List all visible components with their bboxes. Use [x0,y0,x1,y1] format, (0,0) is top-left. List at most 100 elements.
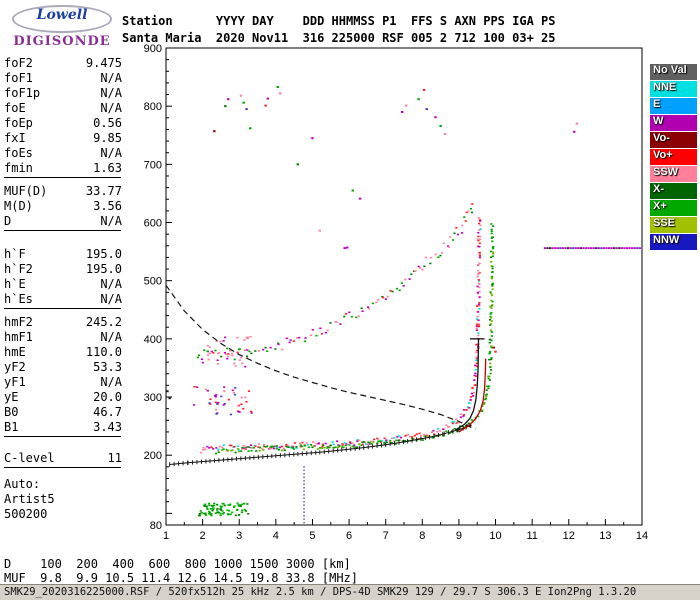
parameter-value: 195.0 [85,247,122,261]
svg-text:200: 200 [144,450,162,462]
svg-text:8: 8 [419,530,425,542]
parameter-label: h`F2 [4,262,33,276]
parameter-label: yF2 [4,360,26,374]
separator-line [4,177,121,184]
parameter-row: foEs N/A [4,146,122,161]
parameter-row: MUF(D) 33.77 [4,184,122,199]
header-field-values: Santa Maria 2020 Nov11 316 225000 RSF 00… [122,31,556,45]
legend-item-vo-: Vo- [650,132,697,148]
parameter-value: N/A [100,214,122,228]
parameter-value: N/A [100,146,122,160]
parameter-row: Auto: [4,477,122,492]
parameter-value: 195.0 [85,262,122,276]
legend-item-sse: SSE [650,217,697,233]
parameter-row: Artist5 [4,492,122,507]
parameter-value: 110.0 [85,345,122,359]
parameter-row: h`E N/A [4,277,122,292]
legend-item-no-val: No Val [650,64,697,80]
series-x-trace-fit [458,358,487,433]
parameter-label: MUF(D) [4,184,48,198]
parameter-label: yE [4,390,19,404]
parameter-label: C-level [4,451,55,465]
parameter-panel: foF2 9.475 foF1 N/A foF1p N/A foE N/A foEp 0.56 fx… [4,56,122,522]
parameter-row: foF1p N/A [4,86,122,101]
parameter-label: foEp [4,116,33,130]
svg-text:80: 80 [150,520,162,532]
parameter-label: M(D) [4,199,33,213]
lowell-logo-oval: Lowell [12,5,112,33]
muf-row: MUF 9.8 9.9 10.5 11.4 12.6 14.5 19.8 33.… [4,571,359,585]
parameter-row: foEp 0.56 [4,116,122,131]
parameter-label: D [4,214,12,228]
parameter-row: 500200 [4,507,122,522]
svg-text:900: 900 [144,43,162,55]
svg-text:800: 800 [144,101,162,113]
parameter-row: hmE 110.0 [4,345,122,360]
distance-row: D 100 200 400 600 800 1000 1500 3000 [km… [4,557,351,571]
separator-line [4,467,121,474]
parameter-value: 1.63 [93,161,122,175]
legend-item-nnw: NNW [650,234,697,250]
svg-text:2: 2 [200,530,206,542]
parameter-row: hmF2 245.2 [4,315,122,330]
svg-text:11: 11 [526,530,537,542]
parameter-label: Auto: [4,477,41,491]
separator-line [4,230,121,237]
parameter-row: fmin 1.63 [4,161,122,176]
parameter-row: yF2 53.3 [4,360,122,375]
parameter-value: N/A [100,86,122,100]
parameter-value: N/A [100,330,122,344]
series-rfi-vertical-line [303,466,305,524]
parameter-row: h`F2 195.0 [4,262,122,277]
svg-text:3: 3 [236,530,242,542]
legend-item-vo-: Vo+ [650,149,697,165]
svg-text:600: 600 [144,218,162,230]
svg-text:1: 1 [163,530,169,542]
separator-line [4,308,121,315]
parameter-label: yF1 [4,375,26,389]
parameter-label: hmF2 [4,315,33,329]
parameter-row: h`F 195.0 [4,247,122,262]
parameter-value: 46.7 [93,405,122,419]
legend-item-x-: X- [650,183,697,199]
svg-text:9: 9 [456,530,462,542]
parameter-row: M(D) 3.56 [4,199,122,214]
parameter-label: h`Es [4,292,33,306]
svg-text:4: 4 [273,530,279,542]
parameter-value: 11 [107,451,122,465]
parameter-value: N/A [100,277,122,291]
series-f-trace-x-mode [215,223,495,455]
svg-text:6: 6 [346,530,352,542]
series-o-trace-fit [454,338,485,431]
svg-text:12: 12 [563,530,575,542]
parameter-value: 53.3 [93,360,122,374]
svg-text:700: 700 [144,159,162,171]
legend-item-x-: X+ [650,200,697,216]
legend-item-nne: NNE [650,81,697,97]
direction-color-legend: No Val NNE E W Vo- Vo+ SSW X- X+ SSE NNW [650,64,697,251]
svg-text:13: 13 [599,530,611,542]
svg-text:400: 400 [144,334,162,346]
parameter-value: N/A [100,375,122,389]
parameter-row: yE 20.0 [4,390,122,405]
parameter-row: foF2 9.475 [4,56,122,71]
parameter-label: foE [4,101,26,115]
series-muf-calculated-curve [165,284,476,430]
parameter-value: 9.85 [93,131,122,145]
parameter-label: foEs [4,146,33,160]
legend-item-e: E [650,98,697,114]
svg-text:300: 300 [144,392,162,404]
parameter-label: 500200 [4,507,48,521]
ionogram-plot: 1 2 3 4 5 6 7 8 9 10 11 12 13 14900800700600500400300… [144,43,648,542]
digisonde-logo: Lowell DIGISONDE [6,5,118,49]
parameter-value: N/A [100,71,122,85]
parameter-label: hmF1 [4,330,33,344]
series-quiet-band-row [543,247,641,250]
parameter-value: 9.475 [85,56,122,70]
parameter-value: 33.77 [85,184,122,198]
parameter-label: fmin [4,161,33,175]
parameter-label: foF1 [4,71,33,85]
parameter-label: hmE [4,345,26,359]
svg-text:500: 500 [144,276,162,288]
